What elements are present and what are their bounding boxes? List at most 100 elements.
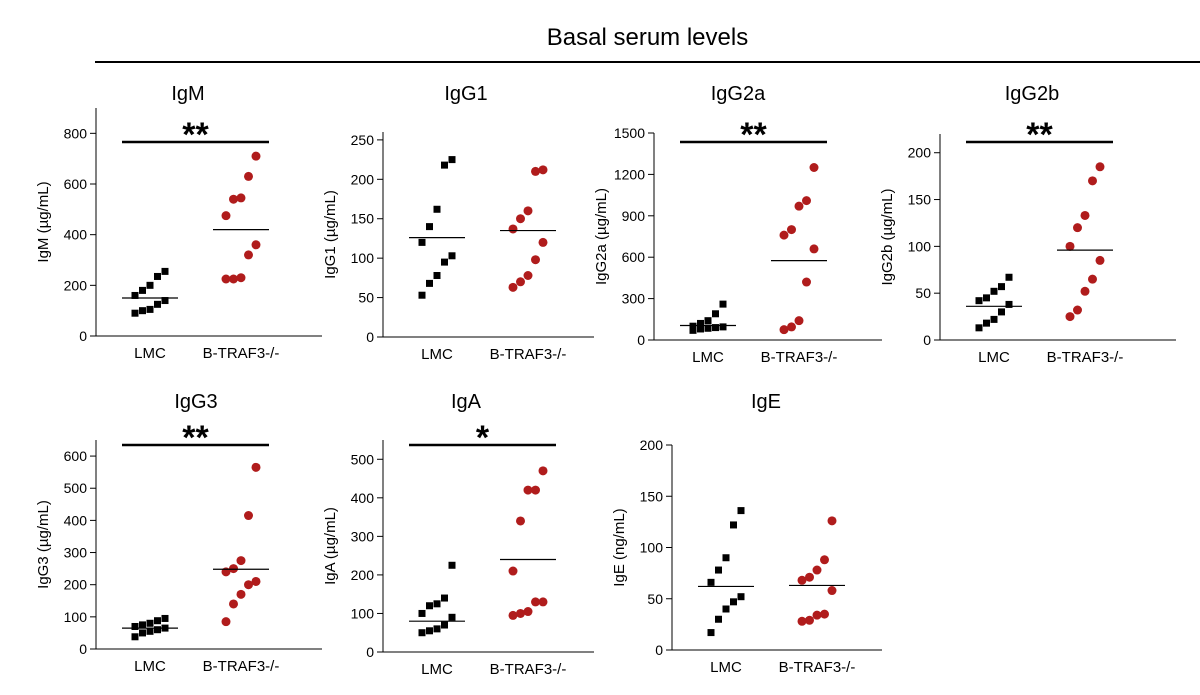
data-point-traf3 xyxy=(820,609,829,619)
data-point-traf3 xyxy=(244,511,253,521)
data-point-traf3 xyxy=(805,572,814,582)
data-point-lmc xyxy=(975,297,983,305)
data-point-traf3 xyxy=(779,325,789,335)
data-point-traf3 xyxy=(229,599,238,609)
y-tick-label: 150 xyxy=(908,192,932,208)
data-point-lmc xyxy=(983,319,990,327)
y-tick-label: 300 xyxy=(64,545,88,561)
data-point-lmc xyxy=(441,161,448,169)
y-tick-label: 600 xyxy=(64,176,88,192)
data-point-traf3 xyxy=(1065,312,1075,322)
y-tick-label: 200 xyxy=(64,577,88,593)
data-point-traf3 xyxy=(809,163,819,172)
data-point-traf3 xyxy=(236,556,246,566)
title-rule xyxy=(95,61,1200,63)
data-point-lmc xyxy=(712,310,719,318)
data-point-lmc xyxy=(730,598,737,606)
data-point-traf3 xyxy=(1095,255,1105,265)
data-point-lmc xyxy=(161,267,169,275)
data-point-traf3 xyxy=(802,196,811,206)
data-point-lmc xyxy=(426,602,433,610)
data-point-traf3 xyxy=(236,193,246,203)
data-point-lmc xyxy=(1005,273,1013,281)
data-point-traf3 xyxy=(538,165,548,175)
y-axis-label: IgM (µg/mL) xyxy=(35,181,52,262)
y-tick-label: 0 xyxy=(79,328,87,344)
x-tick-label: LMC xyxy=(421,346,453,363)
data-point-lmc xyxy=(161,297,169,305)
panel-iga: IgA 0 100 200 300 400 500 IgA (µg/mL) LMC B-TRAF3… xyxy=(322,391,594,678)
panel-igg2b: IgG2b 0 50 100 150 200 IgG2b (µg/mL) LMC B-TRAF3… xyxy=(879,83,1176,366)
x-tick-label: LMC xyxy=(692,349,724,366)
data-point-traf3 xyxy=(244,580,253,590)
panel-ige: IgE 0 50 100 150 200 IgE (ng/mL) LMC B-TRAF3-/- xyxy=(611,391,882,676)
data-point-lmc xyxy=(433,272,441,279)
data-point-traf3 xyxy=(1073,223,1082,233)
data-point-traf3 xyxy=(523,206,533,216)
y-tick-label: 200 xyxy=(640,437,664,453)
data-point-traf3 xyxy=(794,316,804,326)
data-point-lmc xyxy=(418,609,426,617)
data-point-lmc xyxy=(131,291,139,299)
panel-title: IgG3 xyxy=(174,391,217,413)
data-point-traf3 xyxy=(229,274,238,284)
data-point-lmc xyxy=(154,626,161,634)
data-point-traf3 xyxy=(508,610,518,620)
data-point-lmc xyxy=(426,223,433,231)
data-point-traf3 xyxy=(523,271,533,280)
panel-title: IgG1 xyxy=(444,83,487,105)
data-point-lmc xyxy=(722,605,730,613)
panel-igm: IgM 0 200 400 600 800 IgM (µg/mL) LMC B-TRAF3-/-… xyxy=(35,83,322,362)
data-point-lmc xyxy=(146,305,154,313)
y-tick-label: 500 xyxy=(351,451,375,467)
data-point-lmc xyxy=(418,238,426,246)
data-point-traf3 xyxy=(1088,274,1097,284)
data-point-lmc xyxy=(146,619,154,627)
data-point-lmc xyxy=(689,322,697,330)
data-point-traf3 xyxy=(516,214,525,224)
data-point-traf3 xyxy=(523,607,533,617)
data-point-traf3 xyxy=(809,244,819,254)
x-tick-label: LMC xyxy=(978,349,1010,366)
data-point-lmc xyxy=(131,309,139,317)
y-tick-label: 300 xyxy=(351,528,375,544)
data-point-traf3 xyxy=(531,255,540,265)
data-point-lmc xyxy=(1005,300,1013,308)
y-tick-label: 50 xyxy=(358,290,374,306)
panel-title: IgA xyxy=(451,391,482,413)
x-tick-label: B-TRAF3-/- xyxy=(203,658,280,675)
data-point-traf3 xyxy=(229,194,238,204)
y-tick-label: 0 xyxy=(79,641,87,657)
data-point-lmc xyxy=(146,281,154,289)
x-tick-label: B-TRAF3-/- xyxy=(1047,349,1124,366)
y-tick-label: 0 xyxy=(366,644,374,660)
y-tick-label: 100 xyxy=(351,250,375,266)
data-point-lmc xyxy=(154,300,161,308)
data-point-lmc xyxy=(719,300,727,308)
y-tick-label: 0 xyxy=(366,329,374,345)
data-point-traf3 xyxy=(251,576,261,586)
data-point-traf3 xyxy=(820,555,829,565)
y-tick-label: 0 xyxy=(923,332,931,348)
data-point-lmc xyxy=(154,272,161,280)
data-point-lmc xyxy=(983,294,990,302)
x-tick-label: B-TRAF3-/- xyxy=(203,345,280,362)
y-tick-label: 300 xyxy=(622,291,646,307)
y-tick-label: 50 xyxy=(915,285,931,301)
y-axis-label: IgA (µg/mL) xyxy=(322,507,339,585)
data-point-lmc xyxy=(975,324,983,332)
data-point-traf3 xyxy=(221,274,231,284)
data-point-traf3 xyxy=(531,485,540,495)
x-tick-label: LMC xyxy=(134,658,166,675)
data-point-lmc xyxy=(715,615,722,623)
data-point-traf3 xyxy=(516,277,525,287)
x-tick-label: LMC xyxy=(421,661,453,678)
data-point-lmc xyxy=(418,291,426,299)
data-point-traf3 xyxy=(244,250,253,260)
data-point-lmc xyxy=(441,594,448,602)
data-point-lmc xyxy=(998,283,1005,291)
panel-title: IgG2a xyxy=(711,83,766,105)
y-tick-label: 150 xyxy=(640,488,664,504)
data-point-traf3 xyxy=(812,610,822,620)
y-tick-label: 200 xyxy=(64,277,88,293)
